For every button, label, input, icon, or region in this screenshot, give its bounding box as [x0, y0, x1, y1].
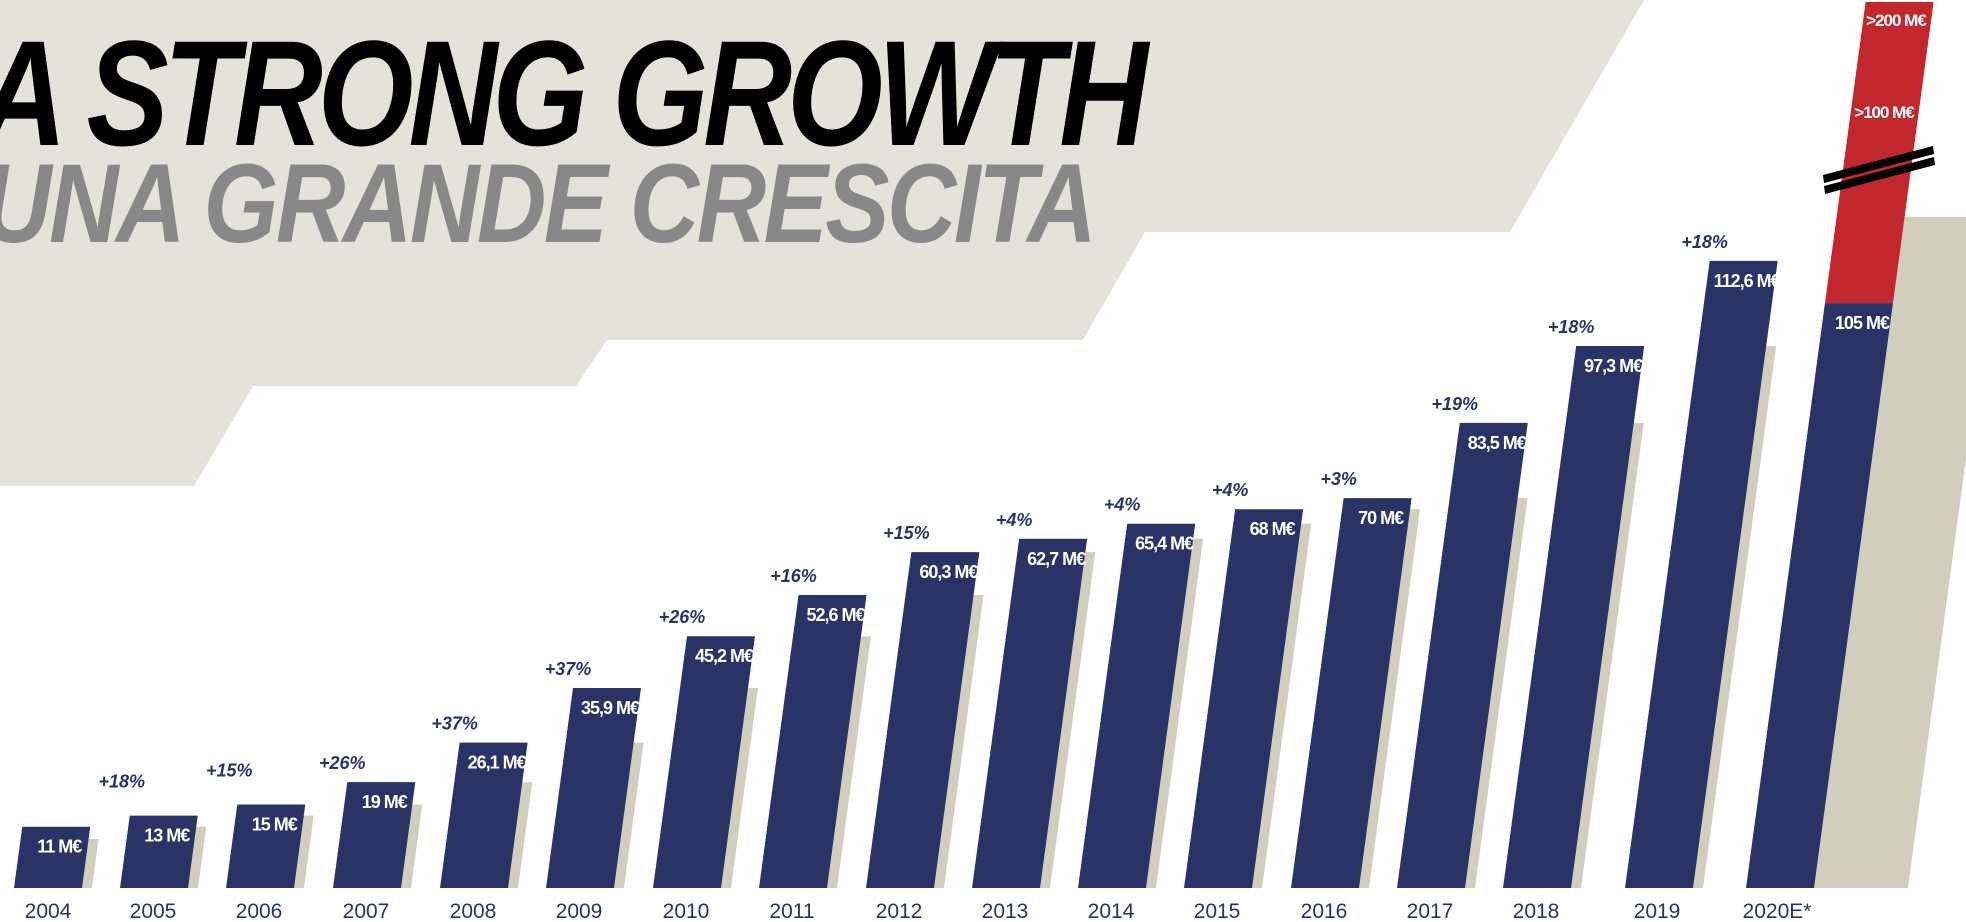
x-tick-label: 2006: [236, 900, 283, 922]
value-label: 13 M€: [144, 826, 190, 846]
x-tick-label: 2011: [769, 900, 814, 922]
value-label: 19 M€: [362, 792, 408, 812]
growth-label: +18%: [1548, 317, 1595, 337]
labels: 2004 11 M€ 2005 13 M€ +18% 2006 15 M€ +15% 2007 1…: [25, 11, 1929, 922]
growth-label: +26%: [659, 607, 706, 627]
value-label: 45,2 M€: [695, 646, 754, 666]
forecast-bar-extension: [1824, 2, 1934, 304]
bar: [14, 826, 91, 888]
value-label: 97,3 M€: [1584, 356, 1643, 376]
x-tick-label: 2013: [982, 900, 1029, 922]
bar: [972, 538, 1088, 888]
axis-break-mark: [1824, 157, 1935, 194]
background-banner: [0, 0, 1644, 486]
value-label: 60,3 M€: [919, 562, 978, 582]
x-tick-label: 2014: [1088, 900, 1135, 922]
growth-label: +37%: [431, 714, 478, 734]
x-tick-label: 2018: [1513, 900, 1560, 922]
value-label: 68 M€: [1250, 519, 1296, 539]
bar: [333, 782, 416, 888]
value-label: 35,9 M€: [581, 698, 640, 718]
growth-label: +4%: [1104, 495, 1141, 515]
value-label: 83,5 M€: [1468, 433, 1527, 453]
value-label: 62,7 M€: [1027, 549, 1086, 569]
growth-label: +3%: [1320, 469, 1357, 489]
bar: [1625, 260, 1778, 888]
bar: [1503, 346, 1645, 888]
x-tick-label: 2016: [1301, 900, 1348, 922]
value-label: 105 M€: [1835, 313, 1890, 333]
x-tick-label: 2005: [130, 900, 177, 922]
value-label: 70 M€: [1358, 508, 1404, 528]
x-tick-label: 2019: [1634, 900, 1681, 922]
value-label: 15 M€: [252, 814, 298, 834]
value-label: 11 M€: [37, 837, 82, 857]
axis-break-mark: [1823, 146, 1934, 183]
x-tick-label: 2009: [556, 900, 603, 922]
value-label: 26,1 M€: [468, 753, 527, 773]
x-tick-label: 2020E*: [1743, 900, 1812, 922]
bar: [759, 595, 867, 888]
banner-shape: [0, 0, 1644, 486]
chart-title: A STRONG GROWTH: [0, 9, 1148, 177]
bar: [440, 742, 528, 888]
value-label: 65,4 M€: [1135, 534, 1194, 554]
bar: [1397, 422, 1528, 888]
bar: [866, 552, 980, 888]
x-tick-label: 2015: [1194, 900, 1241, 922]
growth-label: +4%: [1212, 480, 1249, 500]
growth-label: +16%: [770, 566, 817, 586]
x-tick-label: 2017: [1407, 900, 1454, 922]
bar: [120, 815, 198, 888]
extra-label: >100 M€: [1854, 103, 1915, 122]
growth-label: +37%: [545, 659, 592, 679]
extra-label: >200 M€: [1866, 11, 1927, 30]
growth-label: +26%: [319, 753, 366, 773]
growth-label: +18%: [1681, 232, 1728, 252]
x-tick-label: 2007: [343, 900, 390, 922]
bars: [14, 2, 1935, 888]
growth-label: +19%: [1432, 394, 1479, 414]
x-tick-label: 2010: [663, 900, 710, 922]
bar: [1078, 523, 1196, 888]
x-tick-label: 2008: [450, 900, 497, 922]
growth-label: +18%: [99, 772, 146, 792]
bar: [1184, 509, 1304, 888]
x-tick-label: 2004: [25, 900, 72, 922]
chart-subtitle: UNA GRANDE CRESCITA: [0, 141, 1097, 266]
bar: [1291, 498, 1412, 888]
x-tick-label: 2012: [876, 900, 923, 922]
growth-label: +4%: [996, 510, 1033, 530]
bar: [1746, 303, 1893, 888]
bar: [546, 688, 641, 888]
value-label: 112,6 M€: [1714, 271, 1781, 291]
growth-label: +15%: [206, 760, 253, 780]
bar: [653, 636, 755, 888]
value-label: 52,6 M€: [807, 605, 866, 625]
growth-label: +15%: [883, 523, 930, 543]
bar: [226, 804, 306, 888]
